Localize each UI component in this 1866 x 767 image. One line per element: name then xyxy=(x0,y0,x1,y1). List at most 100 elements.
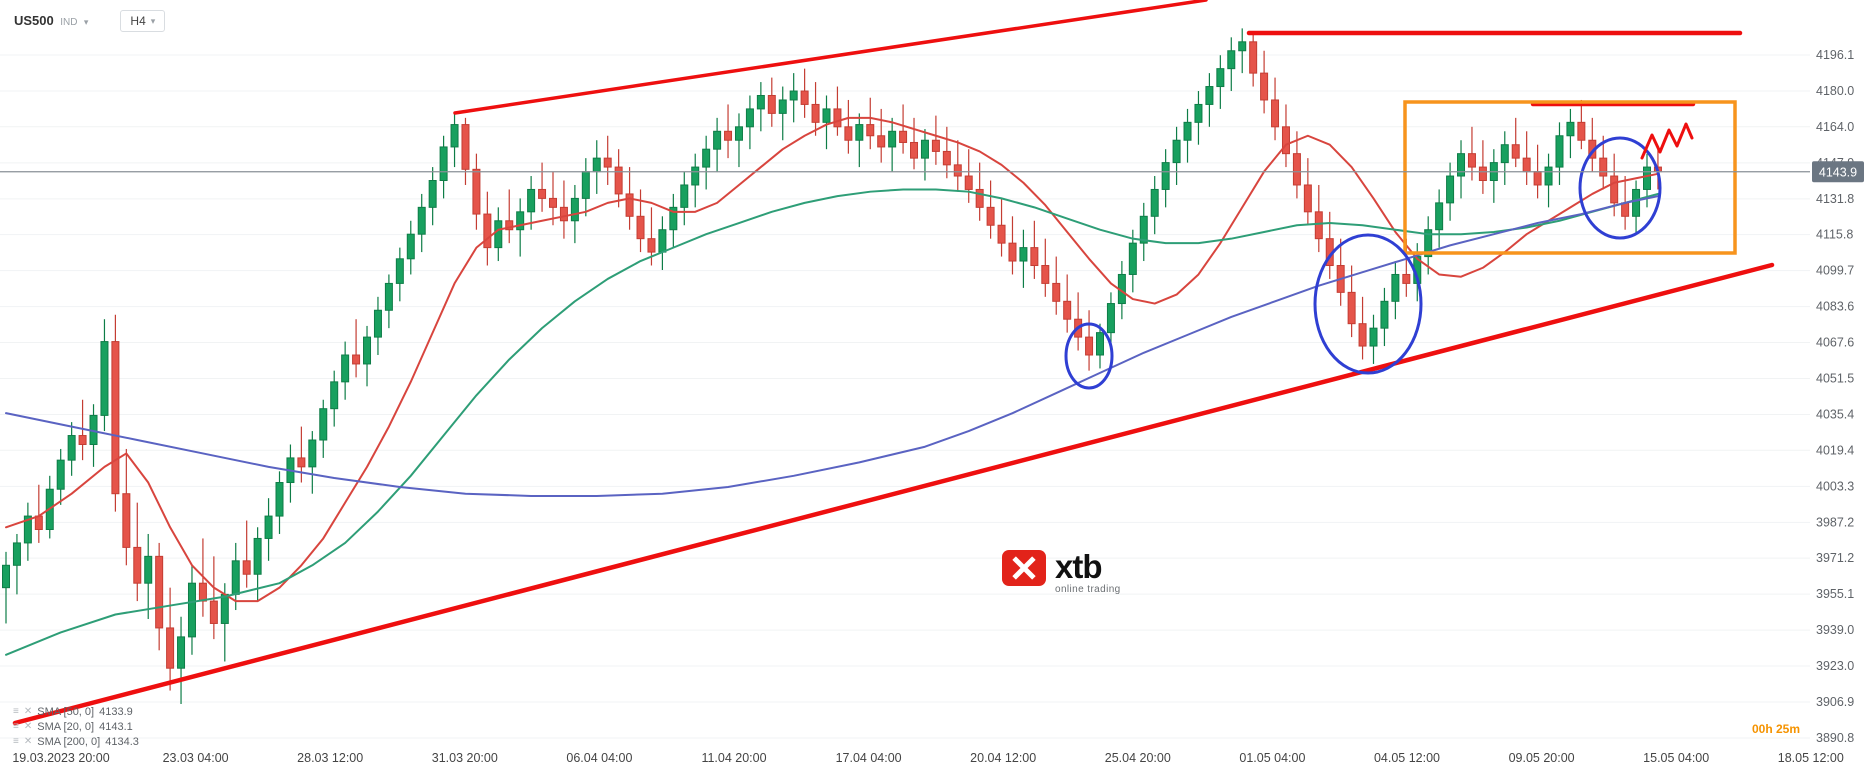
indicator-remove-icon[interactable]: ✕ xyxy=(23,720,33,732)
candle xyxy=(1096,332,1104,356)
candle xyxy=(1610,175,1619,204)
y-axis-label: 4180.0 xyxy=(1816,84,1854,98)
x-axis-label: 25.04 20:00 xyxy=(1105,751,1171,765)
chart-header: US500 IND ▾ H4 ▾ xyxy=(14,10,166,32)
candle xyxy=(1172,139,1181,164)
candle xyxy=(724,130,733,141)
indicator-menu-icon[interactable]: ≡ xyxy=(13,705,19,717)
candle xyxy=(330,381,339,410)
x-axis-label: 28.03 12:00 xyxy=(297,751,363,765)
xtb-logo: xtb online trading xyxy=(1002,550,1121,595)
candle xyxy=(1522,157,1531,173)
candle xyxy=(1467,153,1476,168)
candle xyxy=(275,482,284,517)
indicator-row[interactable]: ≡ ✕ SMA [20, 0] 4143.1 xyxy=(13,719,139,734)
x-axis-label: 17.04 04:00 xyxy=(836,751,902,765)
indicator-row[interactable]: ≡ ✕ SMA [50, 0] 4133.9 xyxy=(13,704,139,719)
candle xyxy=(395,258,404,284)
candle xyxy=(209,600,218,624)
candle xyxy=(155,555,164,629)
candle xyxy=(1238,41,1247,52)
timeframe-caret-down-icon: ▾ xyxy=(150,15,156,26)
indicator-menu-icon[interactable]: ≡ xyxy=(13,735,19,747)
candle xyxy=(439,146,448,182)
x-axis-label: 01.05 04:00 xyxy=(1239,751,1305,765)
xtb-logo-subtext: online trading xyxy=(1055,584,1121,595)
y-axis-label: 4019.4 xyxy=(1816,443,1854,457)
x-axis-label: 09.05 20:00 xyxy=(1509,751,1575,765)
candle xyxy=(767,94,776,114)
symbol-name[interactable]: US500 xyxy=(14,13,54,28)
candle xyxy=(1511,144,1520,159)
y-axis-label: 3923.0 xyxy=(1816,659,1854,673)
candle xyxy=(1292,153,1301,186)
indicator-menu-icon[interactable]: ≡ xyxy=(13,720,19,732)
support-touch-circle-2[interactable] xyxy=(1313,233,1423,375)
candle xyxy=(1085,336,1094,356)
indicator-label: SMA [50, 0] xyxy=(37,705,95,718)
candle xyxy=(1216,68,1225,88)
candle xyxy=(1391,273,1400,302)
candle xyxy=(953,164,962,177)
candle xyxy=(527,188,536,213)
candle xyxy=(975,188,984,208)
y-axis-label: 3971.2 xyxy=(1816,551,1854,565)
candle xyxy=(986,206,995,226)
candle xyxy=(910,141,919,159)
lower-channel-line[interactable] xyxy=(12,262,1775,726)
support-touch-circle-1[interactable] xyxy=(1064,322,1114,390)
indicator-remove-icon[interactable]: ✕ xyxy=(23,735,33,747)
candle xyxy=(1052,282,1061,302)
candle xyxy=(822,108,831,123)
symbol-selector[interactable]: US500 IND ▾ xyxy=(14,12,88,30)
candle xyxy=(133,546,142,584)
indicator-row[interactable]: ≡ ✕ SMA [200, 0] 4134.3 xyxy=(13,734,139,749)
candle xyxy=(483,213,492,249)
candle xyxy=(111,341,120,495)
candle xyxy=(1500,144,1509,164)
candle xyxy=(319,408,328,441)
projected-path-arrow[interactable] xyxy=(1640,122,1694,160)
candle xyxy=(1161,162,1170,190)
upper-channel-line[interactable] xyxy=(453,0,1208,115)
candle xyxy=(406,233,415,260)
consolidation-box[interactable] xyxy=(1403,100,1737,255)
candle xyxy=(516,211,525,231)
candle xyxy=(177,636,186,669)
candle xyxy=(1566,121,1575,137)
candle xyxy=(1358,323,1367,347)
y-axis-label: 4131.8 xyxy=(1816,192,1854,206)
candle xyxy=(100,341,109,416)
candle xyxy=(559,206,568,222)
candle xyxy=(734,126,743,141)
instrument-type-label: IND xyxy=(60,17,78,28)
candle xyxy=(1249,41,1258,74)
x-axis-label: 31.03 20:00 xyxy=(432,751,498,765)
candle xyxy=(713,130,722,150)
annotations-layer[interactable] xyxy=(12,0,1775,726)
candle xyxy=(899,130,908,143)
x-axis-label: 19.03.2023 20:00 xyxy=(12,751,109,765)
x-axis-label: 06.04 04:00 xyxy=(566,751,632,765)
indicator-label: SMA [200, 0] xyxy=(37,735,101,748)
candle xyxy=(1260,72,1269,101)
candle xyxy=(220,593,229,624)
candle xyxy=(1194,103,1203,123)
candle xyxy=(1139,215,1148,244)
candle xyxy=(1150,188,1159,217)
candle xyxy=(1544,166,1553,186)
candle xyxy=(702,148,711,168)
candle xyxy=(231,560,240,595)
timeframe-selector[interactable]: H4 ▾ xyxy=(120,10,166,32)
sma-line xyxy=(5,188,1659,656)
candle xyxy=(680,184,689,208)
x-axis-label: 04.05 12:00 xyxy=(1374,751,1440,765)
y-axis-label: 3906.9 xyxy=(1816,695,1854,709)
candle xyxy=(964,175,973,190)
breakout-circle[interactable] xyxy=(1578,136,1662,240)
candle xyxy=(428,180,437,208)
symbol-caret-down-icon[interactable]: ▾ xyxy=(83,17,89,27)
indicator-remove-icon[interactable]: ✕ xyxy=(23,705,33,717)
candle xyxy=(888,130,897,148)
